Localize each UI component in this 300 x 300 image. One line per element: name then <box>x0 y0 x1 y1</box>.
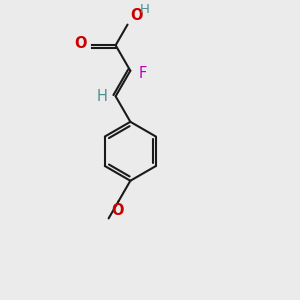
Text: H: H <box>139 3 149 16</box>
Text: F: F <box>138 66 146 81</box>
Text: O: O <box>74 36 87 51</box>
Text: H: H <box>97 89 108 104</box>
Text: O: O <box>111 203 123 218</box>
Text: O: O <box>130 8 143 23</box>
